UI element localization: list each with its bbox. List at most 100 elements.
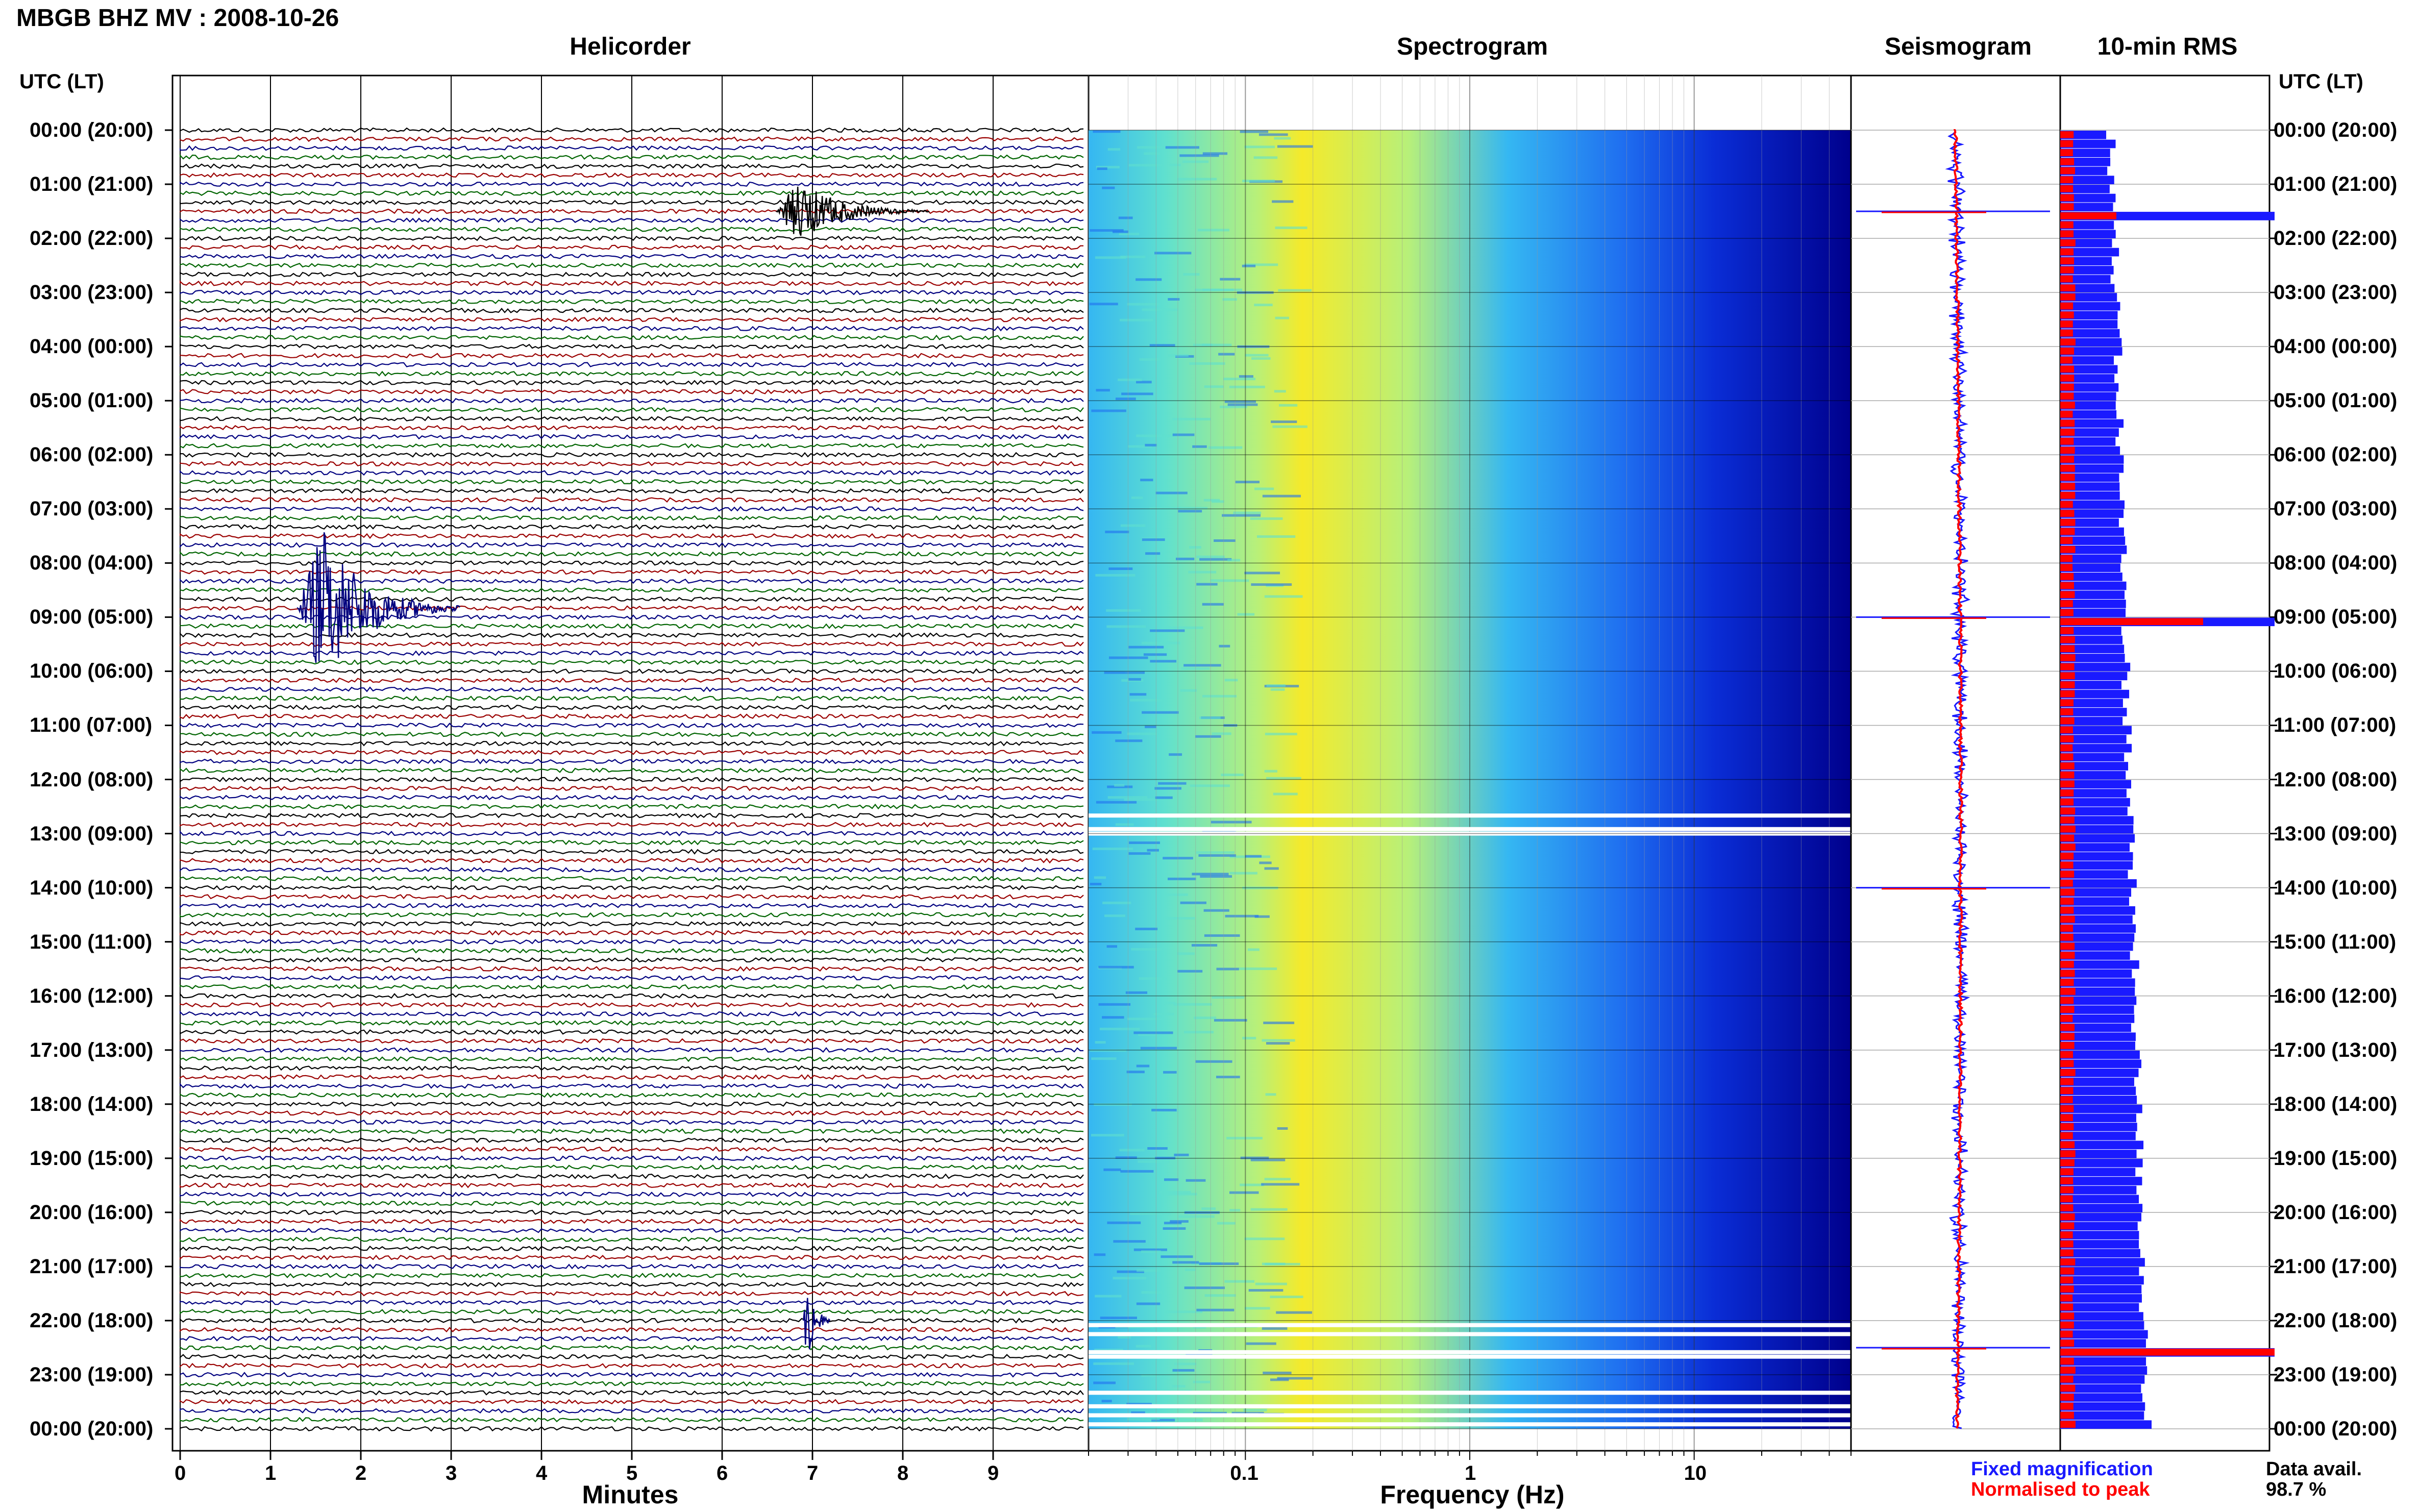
time-label-right: 09:00 (05:00) bbox=[2274, 606, 2398, 629]
helicorder-trace bbox=[179, 1399, 1084, 1405]
rms-bar-fixed bbox=[2060, 573, 2122, 581]
helicorder-trace bbox=[179, 353, 1084, 359]
spectrogram-texture bbox=[1104, 671, 1145, 674]
helicorder-trace bbox=[179, 803, 1084, 810]
helicorder-tick-label: 3 bbox=[446, 1462, 457, 1484]
spectrogram-texture bbox=[1155, 796, 1173, 799]
helicorder-trace bbox=[179, 560, 1084, 566]
time-label-right: 20:00 (16:00) bbox=[2274, 1201, 2398, 1224]
time-label-left: 17:00 (13:00) bbox=[30, 1038, 154, 1061]
rms-bar-fixed bbox=[2060, 1222, 2138, 1231]
helicorder-trace bbox=[179, 1173, 1084, 1179]
time-label-right: 22:00 (18:00) bbox=[2274, 1309, 2398, 1332]
rms-bar-fixed bbox=[2060, 311, 2118, 320]
helicorder-tick-label: 4 bbox=[536, 1462, 548, 1484]
spectrogram-texture bbox=[1149, 344, 1175, 347]
helicorder-trace bbox=[179, 136, 1084, 142]
helicorder-trace bbox=[179, 370, 1084, 377]
spectrogram-texture bbox=[1128, 445, 1152, 448]
spectrogram-texture bbox=[1193, 1380, 1211, 1383]
rms-bar-normalised bbox=[2060, 375, 2075, 382]
spectrogram-texture bbox=[1095, 1295, 1122, 1298]
spectrogram-texture bbox=[1265, 1262, 1300, 1266]
spectrogram-texture bbox=[1169, 753, 1182, 756]
spectrogram-texture bbox=[1189, 546, 1201, 549]
spectrogram-texture bbox=[1180, 901, 1206, 904]
rms-bar-fixed bbox=[2060, 1050, 2140, 1059]
rms-title: 10-min RMS bbox=[2097, 33, 2238, 60]
helicorder-trace bbox=[179, 1236, 1084, 1243]
spectrogram-texture bbox=[1212, 996, 1245, 999]
spectrogram-texture bbox=[1166, 1310, 1203, 1313]
spectrogram-texture bbox=[1178, 1215, 1215, 1218]
spectrogram-texture bbox=[1163, 1071, 1177, 1074]
legend-normalised: Normalised to peak bbox=[1971, 1479, 2150, 1500]
spectrogram-texture bbox=[1240, 1183, 1264, 1186]
spectrogram-gap bbox=[1089, 813, 1851, 818]
rms-bar-normalised bbox=[2060, 573, 2074, 580]
spectrogram-texture bbox=[1177, 507, 1208, 510]
helicorder-trace bbox=[179, 316, 1084, 323]
helicorder-trace bbox=[179, 1064, 1084, 1071]
time-label-left: 13:00 (09:00) bbox=[30, 822, 154, 845]
helicorder-trace bbox=[179, 785, 1084, 791]
spectrogram-texture bbox=[1107, 1221, 1141, 1224]
helicorder-trace bbox=[179, 1101, 1084, 1107]
spectrogram-texture bbox=[1115, 739, 1143, 742]
spectrogram-texture bbox=[1265, 732, 1297, 735]
spectrogram-texture bbox=[1115, 398, 1136, 401]
rms-bar-normalised bbox=[2060, 1321, 2074, 1329]
spectrogram-texture bbox=[1107, 785, 1133, 788]
rms-bar-normalised bbox=[2060, 789, 2074, 797]
rms-bar-fixed bbox=[2060, 392, 2116, 401]
rms-bar-fixed bbox=[2060, 302, 2120, 311]
helicorder-trace bbox=[179, 1281, 1084, 1287]
rms-bar-fixed bbox=[2060, 590, 2125, 600]
spectrogram-texture bbox=[1174, 1362, 1197, 1366]
rms-bar-normalised bbox=[2060, 753, 2074, 761]
rms-bar-normalised bbox=[2060, 1285, 2074, 1293]
spectrogram-texture bbox=[1244, 1237, 1285, 1241]
helicorder-event bbox=[775, 186, 930, 236]
time-label-right: 00:00 (20:00) bbox=[2274, 1418, 2398, 1440]
helicorder-trace bbox=[179, 623, 1084, 629]
rms-bar-normalised bbox=[2060, 1312, 2075, 1320]
spectrogram-texture bbox=[1090, 229, 1124, 232]
spectrogram-texture bbox=[1106, 625, 1146, 628]
helicorder-trace bbox=[179, 1381, 1084, 1387]
helicorder-trace bbox=[179, 461, 1084, 467]
helicorder-trace bbox=[179, 632, 1084, 638]
helicorder-trace bbox=[179, 416, 1084, 422]
seismogram-panel bbox=[1850, 75, 2061, 1452]
helicorder-trace bbox=[179, 289, 1084, 295]
spectrogram-texture bbox=[1275, 316, 1289, 319]
spectrogram-gap bbox=[1089, 831, 1851, 836]
rms-bar-normalised bbox=[2060, 510, 2075, 517]
time-label-right: 19:00 (15:00) bbox=[2274, 1147, 2398, 1170]
helicorder-trace bbox=[179, 1219, 1083, 1224]
spectrogram-texture bbox=[1224, 1280, 1254, 1283]
rms-bar-fixed bbox=[2060, 662, 2131, 672]
spectrogram-texture bbox=[1154, 787, 1181, 790]
helicorder-trace bbox=[179, 361, 1084, 368]
rms-bar-normalised bbox=[2060, 1276, 2074, 1284]
spectrogram-texture bbox=[1254, 304, 1273, 307]
spectrogram-texture bbox=[1277, 1377, 1313, 1380]
rms-bar-fixed bbox=[2060, 527, 2124, 536]
time-label-right: 01:00 (21:00) bbox=[2274, 173, 2398, 196]
spectrogram-texture bbox=[1199, 716, 1221, 720]
spectrogram-texture bbox=[1242, 180, 1275, 183]
spectrogram-texture bbox=[1193, 343, 1232, 346]
rms-bar-fixed bbox=[2060, 1357, 2146, 1366]
time-label-right: 02:00 (22:00) bbox=[2274, 227, 2398, 250]
time-label-left: 06:00 (02:00) bbox=[30, 443, 154, 466]
rms-bar-normalised bbox=[2060, 1330, 2073, 1338]
rms-bar-normalised bbox=[2060, 933, 2074, 941]
rms-bar-fixed bbox=[2060, 1177, 2142, 1185]
rms-bar-normalised bbox=[2060, 1231, 2073, 1238]
spectrogram-texture bbox=[1248, 948, 1260, 951]
rms-bar-fixed bbox=[2060, 581, 2127, 590]
rms-bar-fixed bbox=[2060, 1366, 2148, 1375]
rms-bar-fixed bbox=[2060, 996, 2137, 1005]
spectrogram-texture bbox=[1096, 166, 1120, 169]
